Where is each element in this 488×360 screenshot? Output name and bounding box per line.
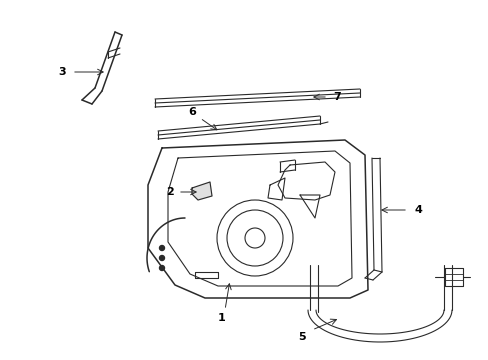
- Text: 1: 1: [218, 313, 225, 323]
- Text: 3: 3: [58, 67, 66, 77]
- Text: 6: 6: [188, 107, 196, 117]
- Circle shape: [159, 266, 164, 270]
- Text: 4: 4: [413, 205, 421, 215]
- Circle shape: [159, 256, 164, 261]
- Circle shape: [159, 246, 164, 251]
- Text: 2: 2: [166, 187, 174, 197]
- Polygon shape: [192, 182, 212, 200]
- Text: 5: 5: [298, 332, 305, 342]
- Text: 7: 7: [332, 92, 340, 102]
